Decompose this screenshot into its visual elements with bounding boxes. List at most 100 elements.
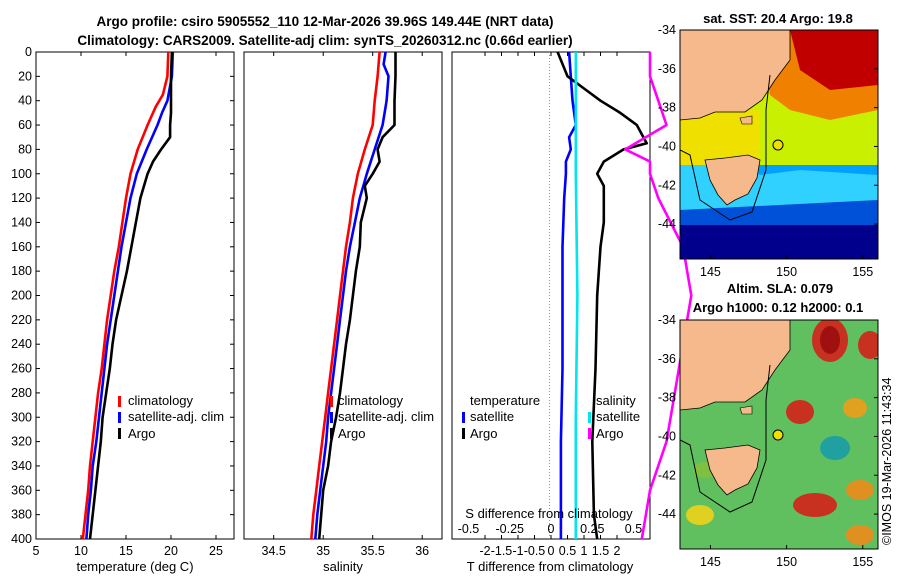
temperature-axes-box <box>35 51 235 540</box>
ytick-label: 180 <box>11 264 32 278</box>
tasmania-land <box>704 444 761 496</box>
sla-eddy-9 <box>686 505 714 525</box>
ytick-label: 380 <box>11 508 32 522</box>
map-ytick-label: -44 <box>658 507 676 521</box>
legend-climatology: climatology <box>128 393 194 408</box>
sla-eddy-8 <box>846 525 874 545</box>
sla-eddy-5 <box>820 436 850 460</box>
salinity-legend: climatology satellite-adj. clim Argo <box>330 393 434 441</box>
sst-map-ticks: 145 150 155 -34 -36 -38 -40 -42 -44 <box>658 23 878 279</box>
ytick-label: 100 <box>11 167 32 181</box>
map-ytick-label: -38 <box>658 101 676 115</box>
difference-lines <box>556 51 693 540</box>
series-line-s-satellite <box>574 52 579 539</box>
salinity-xlabel: salinity <box>323 559 363 574</box>
map-ytick-label: -42 <box>658 178 676 192</box>
sst-field <box>680 30 878 259</box>
xtick-label: -1 <box>512 544 523 558</box>
ytick-label: 240 <box>11 337 32 351</box>
xtick-label: 35.5 <box>361 544 385 558</box>
sla-map-subtitle: Argo h1000: 0.12 h2000: 0.1 <box>693 300 864 315</box>
island-land <box>739 405 753 415</box>
xtick-label: -0.5 <box>524 544 546 558</box>
map-ytick-label: -34 <box>658 23 676 37</box>
sdiff-tick-label: 0.25 <box>580 522 604 536</box>
xtick-label: 5 <box>33 544 40 558</box>
ytick-label: 260 <box>11 362 32 376</box>
difference-panel: -2 -1.5 -1 -0.5 0 0.5 1 1.5 2 T difference from … <box>451 51 693 574</box>
ytick-label: 220 <box>11 313 32 327</box>
sdiff-tick-label: -0.5 <box>458 522 480 536</box>
legend-swatch-s-satellite <box>588 412 591 423</box>
xtick-label: -2 <box>479 544 490 558</box>
shelf-contour <box>680 74 771 221</box>
legend-swatch-t-satellite <box>462 412 465 423</box>
map-xtick-label: 150 <box>776 555 797 569</box>
xtick-label: -1.5 <box>491 544 513 558</box>
salinity-difference-ticks: -0.5 -0.25 0 0.25 0.5 <box>458 522 643 536</box>
sdiff-tick-label: -0.25 <box>496 522 525 536</box>
salinity-ticks: 34.5 35 35.5 36 <box>262 52 429 558</box>
sst-warmest <box>790 30 878 90</box>
sla-eddy-1-core <box>820 326 840 354</box>
map-xtick-label: 145 <box>700 265 721 279</box>
temperature-panel: 0 20 40 60 80 100 120 140 160 180 200 220 240 260 280 3… <box>11 45 235 574</box>
xtick-label: 1 <box>581 544 588 558</box>
legend-s-argo: Argo <box>596 426 623 441</box>
ytick-label: 400 <box>11 532 32 546</box>
legend-argo: Argo <box>128 426 155 441</box>
sla-eddy-3 <box>786 400 814 424</box>
ytick-label: 200 <box>11 289 32 303</box>
salinity-lines <box>310 51 397 540</box>
difference-axes-box <box>451 51 651 540</box>
sla-map-frame <box>679 319 879 550</box>
sst-map-title: sat. SST: 20.4 Argo: 19.8 <box>703 11 853 26</box>
sst-map-frame <box>679 29 879 260</box>
ytick-label: 300 <box>11 410 32 424</box>
salinity-panel: 34.5 35 35.5 36 salinity climatology satell… <box>243 51 443 574</box>
mainland-land <box>680 30 791 121</box>
xtick-label: 2 <box>614 544 621 558</box>
argo-float-marker <box>772 139 784 151</box>
map-xtick-label: 155 <box>852 265 873 279</box>
legend-satellite: satellite-adj. clim <box>128 409 224 424</box>
legend-swatch-satellite <box>118 412 121 423</box>
map-ytick-label: -36 <box>658 62 676 76</box>
ytick-label: 160 <box>11 240 32 254</box>
xtick-label: 34.5 <box>262 544 286 558</box>
xtick-label: 36 <box>415 544 429 558</box>
map-xtick-label: 145 <box>700 555 721 569</box>
ytick-label: 360 <box>11 483 32 497</box>
legend-swatch-argo <box>118 428 121 439</box>
series-line-t-satellite <box>559 51 578 539</box>
xtick-label: 15 <box>119 544 133 558</box>
ytick-label: 320 <box>11 435 32 449</box>
legend-satellite: satellite-adj. clim <box>338 409 434 424</box>
map-ytick-label: -40 <box>658 139 676 153</box>
xtick-label: 1.5 <box>592 544 609 558</box>
legend-swatch-t-argo <box>462 428 465 439</box>
map-xtick-label: 150 <box>776 265 797 279</box>
sla-eddy-2 <box>858 331 878 359</box>
sst-coldest <box>680 225 878 259</box>
map-ytick-label: -34 <box>658 313 676 327</box>
argo-float-marker <box>772 429 784 441</box>
legend-t-argo: Argo <box>470 426 497 441</box>
map-ytick-label: -40 <box>658 429 676 443</box>
legend-temperature-title: temperature <box>470 393 540 408</box>
sdiff-tick-label: 0.5 <box>625 522 642 536</box>
legend-swatch-satellite <box>330 412 333 423</box>
ytick-label: 40 <box>18 94 32 108</box>
legend-climatology: climatology <box>338 393 404 408</box>
sla-field <box>680 320 878 549</box>
series-line-satellite-adj-clim <box>314 51 390 540</box>
legend-swatch-climatology <box>118 396 121 407</box>
ytick-label: 0 <box>25 45 32 59</box>
sla-map-ticks: 145 150 155 -34 -36 -38 -40 -42 -44 <box>658 313 878 569</box>
temperature-ticks: 5 10 15 20 25 <box>33 52 223 558</box>
series-line-climatology <box>81 51 170 540</box>
xtick-label: 0 <box>548 544 555 558</box>
ytick-label: 140 <box>11 215 32 229</box>
ytick-label: 340 <box>11 459 32 473</box>
